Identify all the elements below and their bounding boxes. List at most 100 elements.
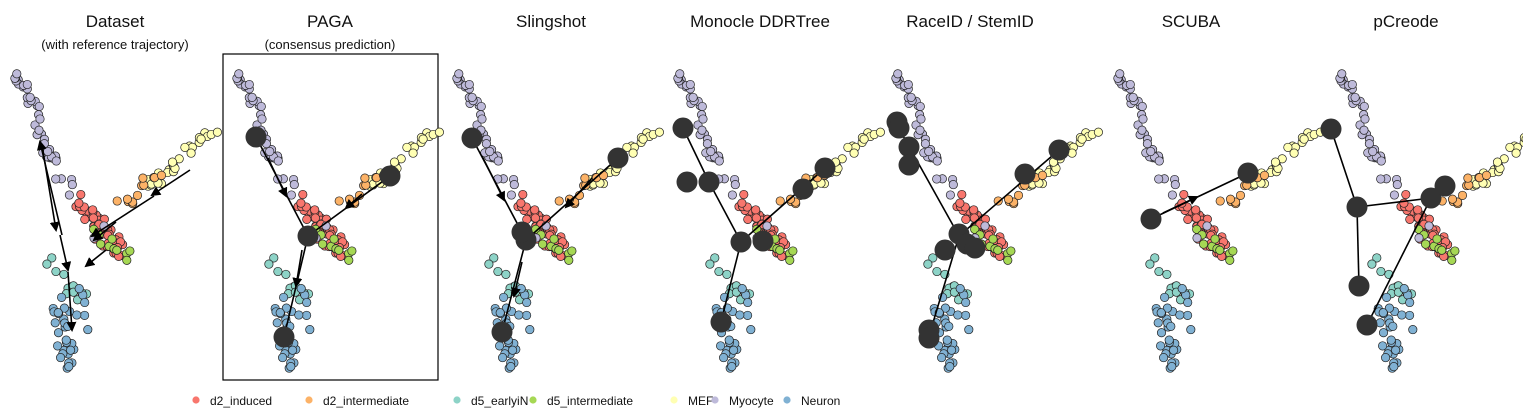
milestone-node: [792, 178, 814, 200]
cell-point: [1389, 190, 1399, 200]
trajectory-edge: [1356, 206, 1360, 287]
cell-point: [739, 189, 749, 200]
cell-point: [743, 297, 753, 308]
cell-point: [273, 266, 283, 277]
panel-title: pCreode: [1373, 12, 1438, 31]
trajectory-edge: [740, 167, 826, 243]
cell-point: [906, 92, 916, 102]
cell-point: [298, 189, 308, 200]
cell-point: [843, 142, 853, 152]
cell-point: [1169, 345, 1179, 355]
cell-point: [893, 69, 903, 79]
cell-point: [525, 325, 535, 335]
cell-point: [775, 245, 785, 255]
cell-point: [1003, 194, 1014, 204]
cell-point: [454, 69, 464, 79]
cell-point: [1405, 297, 1415, 308]
cell-point: [1381, 353, 1391, 363]
trajectory-arrow: [267, 157, 288, 198]
panel-title: SCUBA: [1162, 12, 1221, 31]
cell-point: [1228, 246, 1238, 256]
cell-point: [751, 205, 761, 215]
cell-point: [1457, 190, 1468, 200]
cell-point: [638, 134, 648, 144]
cell-point: [993, 245, 1003, 255]
cell-point: [961, 214, 971, 224]
cell-point: [1013, 190, 1024, 200]
trajectory-arrow: [36, 140, 63, 236]
trajectory-arrow: [344, 193, 363, 210]
milestone-node: [898, 154, 920, 176]
cell-point: [1289, 148, 1299, 158]
cell-point: [628, 148, 638, 158]
legend-label: d2_intermediate: [323, 394, 409, 408]
cell-point: [88, 213, 98, 223]
cell-point: [1156, 341, 1166, 351]
cell-point: [598, 170, 609, 180]
cell-point: [737, 198, 747, 208]
cell-point: [775, 196, 785, 206]
cell-point: [928, 253, 938, 263]
panel-3: Slingshot: [452, 12, 664, 373]
cell-point: [310, 205, 320, 215]
cell-point: [1386, 335, 1396, 345]
panel-subtitle: (consensus prediction): [265, 37, 396, 52]
legend-item: d5_intermediate: [529, 394, 633, 408]
cell-point: [1505, 142, 1515, 152]
cell-point: [788, 246, 798, 256]
cell-point: [1162, 269, 1172, 279]
cell-point: [1137, 125, 1147, 135]
legend-swatch: [670, 396, 678, 404]
legend-swatch: [529, 396, 537, 404]
cell-point: [1368, 146, 1378, 157]
cell-point: [296, 198, 306, 208]
cell-point: [746, 325, 756, 335]
cell-point: [53, 341, 63, 351]
cell-point: [516, 284, 526, 294]
cell-point: [25, 92, 35, 102]
cell-point: [751, 213, 761, 223]
cell-point: [1350, 92, 1360, 102]
cell-point: [1128, 92, 1138, 102]
cell-point: [1359, 101, 1369, 112]
cell-point: [1192, 233, 1202, 243]
cell-point: [12, 69, 22, 79]
cell-point: [495, 341, 505, 351]
cell-point: [50, 318, 60, 328]
cell-point: [88, 205, 98, 215]
cell-point: [22, 79, 32, 90]
cell-point: [360, 173, 370, 183]
cell-point: [281, 269, 291, 279]
cell-point: [916, 114, 926, 124]
milestone-node: [676, 171, 698, 193]
trajectory-arrow: [150, 169, 191, 197]
cell-point: [564, 255, 574, 265]
cell-point: [1146, 146, 1156, 157]
cell-point: [51, 156, 61, 166]
cell-point: [256, 101, 266, 112]
cell-point: [279, 292, 289, 302]
cell-point: [1413, 205, 1423, 215]
cell-point: [955, 284, 965, 294]
cell-point: [53, 308, 63, 318]
cell-point: [1177, 284, 1187, 294]
panels: Dataset (with reference trajectory) PAGA (c…: [10, 12, 1523, 381]
trajectory-arrow: [1162, 195, 1199, 214]
cell-point: [264, 259, 274, 269]
cell-point: [1481, 170, 1492, 180]
cell-point: [743, 214, 753, 224]
trajectory-edge: [720, 241, 742, 323]
cell-point: [932, 156, 942, 166]
trajectory: [672, 117, 836, 333]
cell-point: [1372, 253, 1382, 263]
panel-1: Dataset (with reference trajectory): [10, 12, 222, 373]
milestone-node: [934, 239, 956, 261]
cell-point: [269, 253, 279, 263]
cell-point: [1215, 245, 1225, 255]
cell-point: [47, 253, 57, 263]
cell-point: [953, 310, 963, 320]
cell-point: [522, 297, 532, 308]
cell-point: [506, 362, 516, 372]
cell-point: [735, 310, 745, 320]
